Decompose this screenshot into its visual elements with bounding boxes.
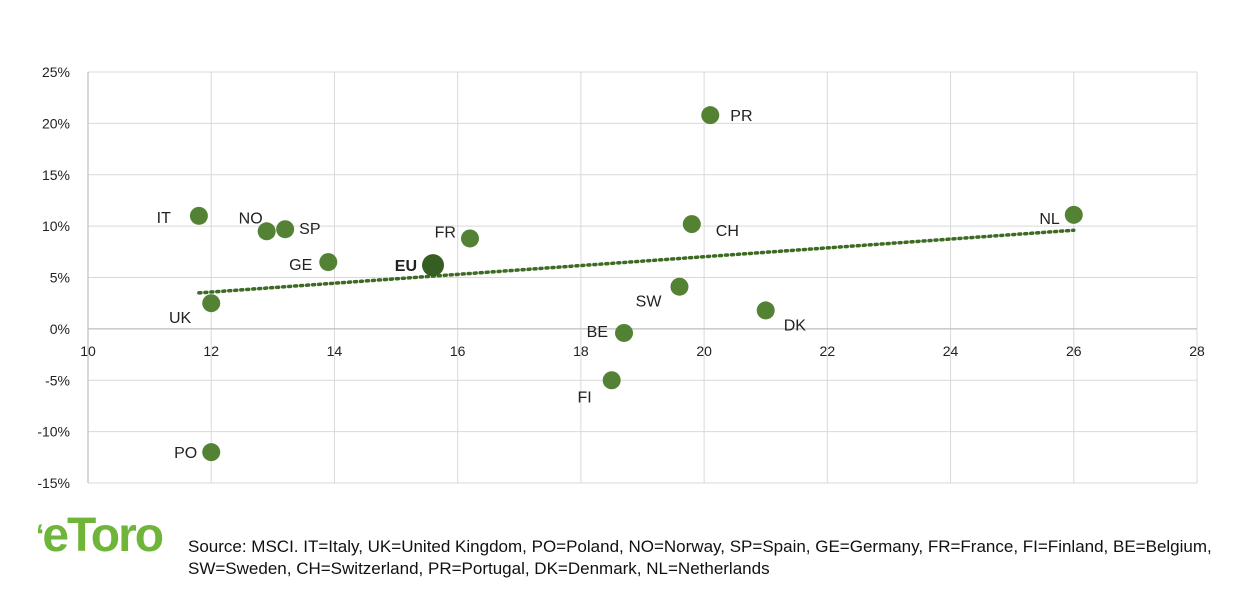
- point-sp: [276, 220, 295, 239]
- point-label-uk: UK: [169, 310, 192, 327]
- x-tick-label: 28: [1189, 343, 1205, 359]
- point-fr: [460, 229, 479, 248]
- point-label-ge: GE: [289, 257, 312, 274]
- x-tick-label: 14: [327, 343, 343, 359]
- y-tick-label: -5%: [45, 372, 70, 388]
- x-tick-label: 16: [450, 343, 466, 359]
- x-tick-label: 18: [573, 343, 589, 359]
- logo-quote-icon: ‘: [36, 519, 44, 552]
- scatter-chart: 10 12 14 16 18 20 22 24 26 28 25% 20% 15% 10% 5% 0% -5%…: [37, 64, 1205, 491]
- point-label-ch: CH: [716, 223, 739, 240]
- x-tick-label: 24: [943, 343, 959, 359]
- point-label-fr: FR: [435, 224, 456, 241]
- y-tick-label: -10%: [37, 424, 70, 440]
- point-no: [257, 222, 276, 241]
- point-label-it: IT: [157, 210, 171, 227]
- y-tick-label: 15%: [42, 167, 70, 183]
- point-label-eu: EU: [395, 258, 417, 275]
- x-axis-ticks: 10 12 14 16 18 20 22 24 26 28: [80, 343, 1205, 359]
- point-fi: [602, 371, 621, 390]
- point-po: [202, 443, 221, 462]
- y-tick-label: 0%: [50, 321, 70, 337]
- point-eu: [422, 254, 445, 277]
- point-label-nl: NL: [1039, 211, 1060, 228]
- y-axis-ticks: 25% 20% 15% 10% 5% 0% -5% -10% -15%: [37, 64, 70, 491]
- trendline: [197, 228, 1076, 295]
- y-tick-label: 5%: [50, 270, 70, 286]
- point-ch: [682, 215, 701, 234]
- point-label-sw: SW: [636, 294, 663, 311]
- point-label-po: PO: [174, 445, 197, 462]
- y-tick-label: 10%: [42, 218, 70, 234]
- point-label-pr: PR: [730, 108, 752, 125]
- point-dk: [756, 301, 775, 320]
- footer: ‘eToro Source: MSCI. IT=Italy, UK=United…: [36, 508, 1236, 588]
- point-labels: IT UK PO NO SP GE EU FR BE FI SW CH PR DK NL: [157, 108, 1060, 462]
- x-tick-label: 26: [1066, 343, 1082, 359]
- point-be: [615, 323, 634, 342]
- point-label-no: NO: [239, 210, 263, 227]
- x-tick-label: 10: [80, 343, 96, 359]
- x-tick-label: 20: [696, 343, 712, 359]
- point-ge: [319, 253, 338, 272]
- data-points: [189, 106, 1083, 462]
- trendline-line: [197, 228, 1076, 295]
- point-label-be: BE: [587, 324, 608, 341]
- y-tick-label: 25%: [42, 64, 70, 80]
- y-tick-label: -15%: [37, 475, 70, 491]
- logo-text: eToro: [42, 509, 164, 562]
- source-note: Source: MSCI. IT=Italy, UK=United Kingdo…: [188, 537, 1212, 578]
- point-label-sp: SP: [299, 221, 320, 238]
- point-pr: [701, 106, 720, 125]
- x-tick-label: 12: [203, 343, 219, 359]
- point-uk: [202, 294, 221, 313]
- gridlines: [87, 71, 1198, 484]
- point-label-fi: FI: [577, 389, 591, 406]
- point-it: [189, 206, 208, 225]
- etoro-logo: ‘eToro: [36, 508, 164, 564]
- point-label-dk: DK: [784, 317, 807, 334]
- x-tick-label: 22: [820, 343, 836, 359]
- point-sw: [670, 277, 689, 296]
- point-nl: [1064, 205, 1083, 224]
- y-tick-label: 20%: [42, 115, 70, 131]
